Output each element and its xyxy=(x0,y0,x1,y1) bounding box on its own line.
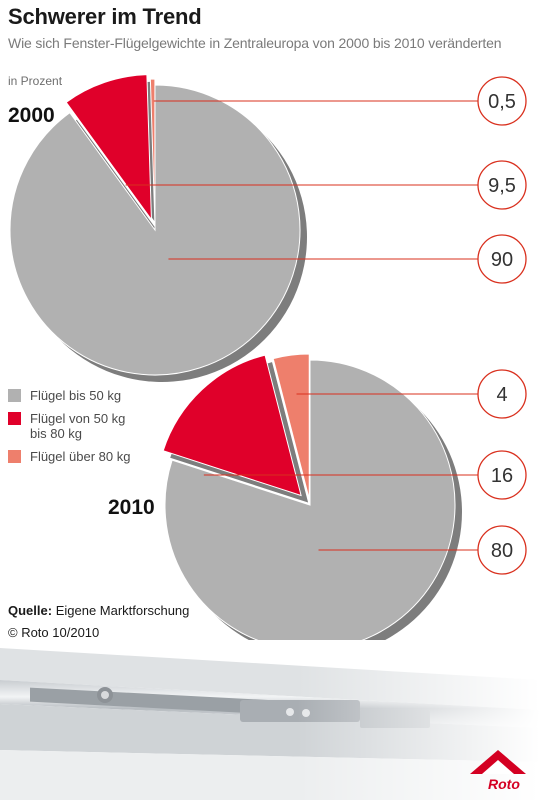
value-circle xyxy=(477,234,527,284)
pie-slice-light xyxy=(9,84,301,376)
pie-slice-medium xyxy=(162,354,302,497)
roto-logo: Roto xyxy=(488,776,520,792)
legend-label: Flügel bis 50 kg xyxy=(30,388,122,403)
page-subtitle: Wie sich Fenster-Flügelgewichte in Zentr… xyxy=(8,35,502,51)
pie-2010: 2010 xyxy=(108,353,462,657)
unit-label: in Prozent xyxy=(8,74,63,88)
value-label: 0,5 xyxy=(488,91,516,113)
source-text: Eigene Marktforschung xyxy=(55,603,190,618)
value-label: 90 xyxy=(491,249,513,271)
legend-label: Flügel über 80 kg xyxy=(30,449,131,464)
value-circle xyxy=(477,76,527,126)
value-circle xyxy=(477,450,527,500)
legend-swatch xyxy=(8,450,21,463)
source-label: Quelle: xyxy=(8,603,53,618)
legend-swatch xyxy=(8,389,21,402)
pie-slice-medium xyxy=(65,74,152,222)
year-label: 2010 xyxy=(108,496,155,519)
value-label: 4 xyxy=(496,384,507,406)
page-title: Schwerer im Trend xyxy=(8,4,202,29)
value-circle xyxy=(477,525,527,575)
pie-slice-light xyxy=(164,359,456,651)
legend-item: Flügel bis 50 kg xyxy=(8,388,130,403)
year-label: 2000 xyxy=(8,104,55,127)
legend: Flügel bis 50 kg Flügel von 50 kg bis 80 k… xyxy=(8,388,130,472)
value-label: 80 xyxy=(491,540,513,562)
copyright: © Roto 10/2010 xyxy=(8,625,100,640)
value-label: 16 xyxy=(491,465,513,487)
pie-slice-heavy xyxy=(272,353,310,500)
legend-item: Flügel über 80 kg xyxy=(8,449,130,464)
legend-label: bis 80 kg xyxy=(30,426,83,441)
window-hardware-photo xyxy=(0,640,540,800)
value-circle xyxy=(477,369,527,419)
pie-slice-heavy xyxy=(149,78,156,225)
legend-item: Flügel von 50 kg bis 80 kg xyxy=(8,411,130,441)
pie-2000: 2000 xyxy=(8,74,307,382)
legend-swatch xyxy=(8,412,21,425)
source: Quelle: Eigene Marktforschung xyxy=(8,603,189,618)
legend-label: Flügel von 50 kg xyxy=(30,411,126,426)
value-circle xyxy=(477,160,527,210)
value-label: 9,5 xyxy=(488,175,516,197)
